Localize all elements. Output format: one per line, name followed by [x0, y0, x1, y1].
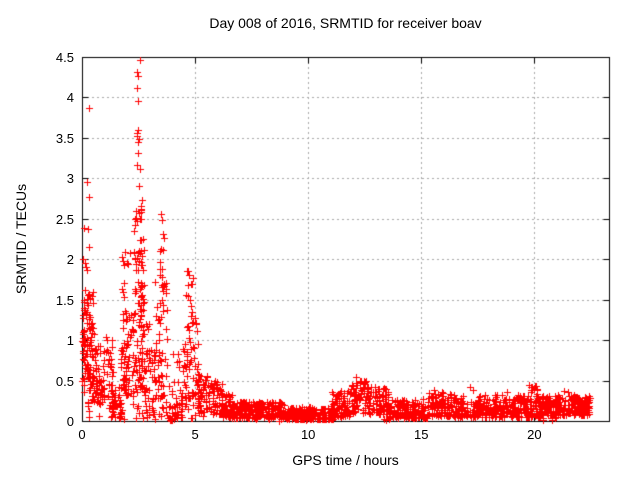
x-tick-label: 5: [191, 427, 199, 442]
y-tick-label: 3: [66, 171, 74, 187]
x-tick-label: 10: [300, 427, 316, 442]
y-tick-label: 2: [66, 252, 74, 268]
y-tick-label: 1: [66, 333, 74, 349]
x-tick-label: 0: [78, 427, 86, 442]
x-axis-label: GPS time / hours: [292, 452, 399, 468]
x-tick-label: 20: [527, 427, 542, 442]
x-tick-label: 15: [414, 427, 429, 442]
y-tick-label: 1.5: [55, 292, 74, 308]
y-tick-label: 0.5: [55, 373, 74, 389]
chart-title: Day 008 of 2016, SRMTID for receiver boa…: [209, 15, 482, 31]
y-tick-label: 0: [66, 414, 74, 429]
y-tick-label: 2.5: [55, 211, 74, 227]
y-tick-label: 3.5: [55, 130, 74, 146]
y-tick-label: 4.5: [55, 50, 74, 65]
y-tick-label: 4: [66, 90, 74, 106]
y-axis-label: SRMTID / TECUs: [13, 183, 29, 295]
